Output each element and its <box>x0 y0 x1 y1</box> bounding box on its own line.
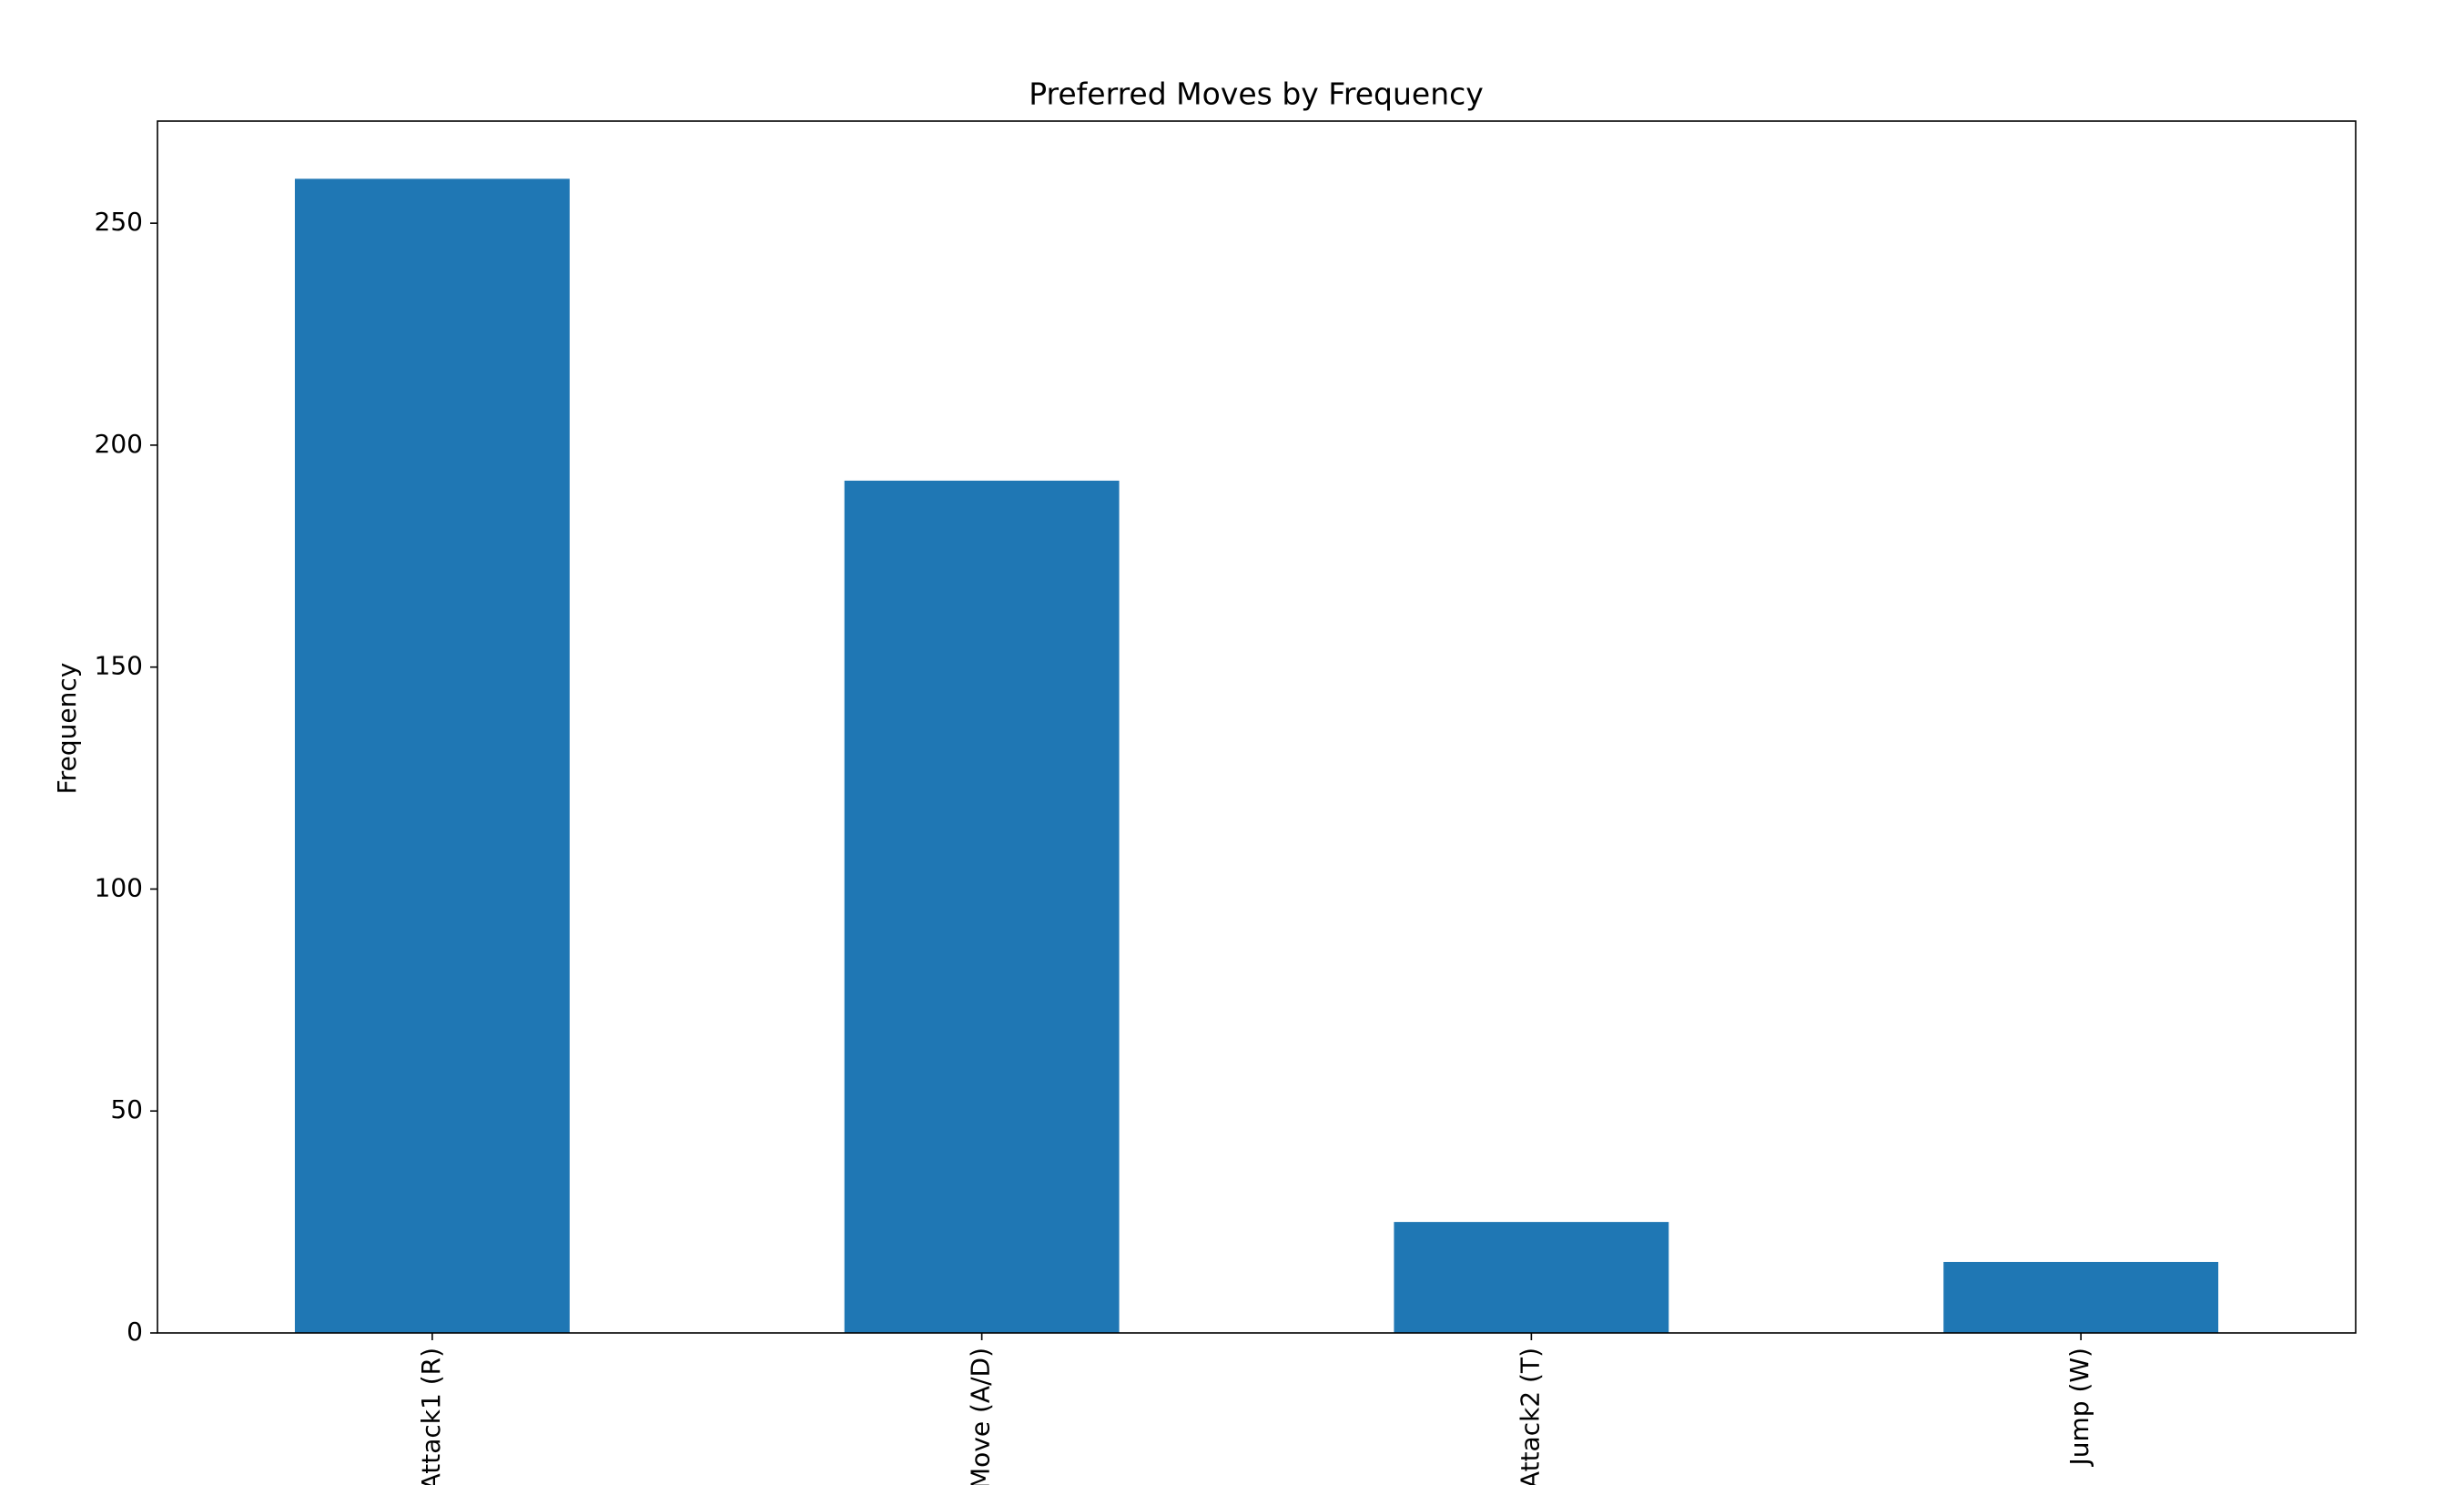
bar <box>844 480 1120 1333</box>
bar <box>1394 1222 1669 1333</box>
y-tick-label: 50 <box>110 1094 143 1124</box>
bar <box>1943 1261 2219 1333</box>
plot-frame <box>157 120 2357 1334</box>
x-tick-label: Jump (W) <box>2064 1348 2094 1468</box>
y-tick-label: 100 <box>95 872 143 902</box>
chart-title: Preferred Moves by Frequency <box>1029 76 1484 112</box>
x-tick-label: Attack1 (R) <box>416 1348 446 1485</box>
x-tick-label: Move (A/D) <box>966 1348 996 1485</box>
y-tick-label: 200 <box>95 429 143 459</box>
x-tick-label: Attack2 (T) <box>1515 1348 1545 1485</box>
y-axis-label: Frequency <box>52 663 82 795</box>
y-tick-label: 250 <box>95 207 143 237</box>
y-tick-label: 150 <box>95 651 143 681</box>
y-tick-label: 0 <box>127 1317 143 1347</box>
bar <box>294 178 570 1333</box>
